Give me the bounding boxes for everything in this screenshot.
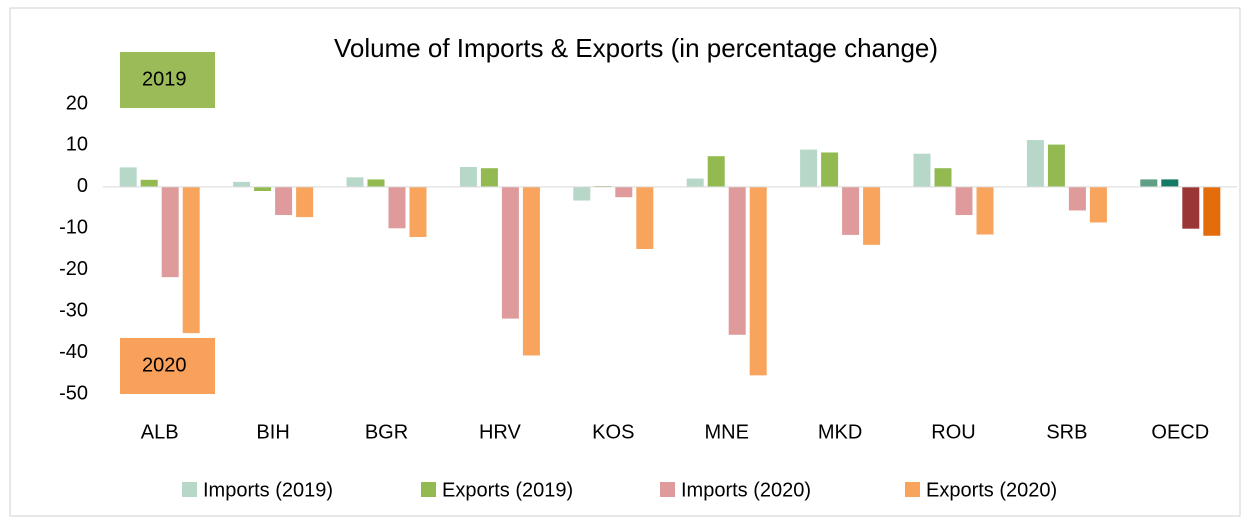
bar bbox=[934, 168, 952, 187]
legend-swatch bbox=[182, 482, 197, 497]
legend-label: Imports (2019) bbox=[203, 479, 333, 501]
legend-swatch bbox=[905, 482, 920, 497]
bar bbox=[728, 186, 746, 335]
bar bbox=[842, 186, 860, 235]
legend-swatch bbox=[660, 482, 675, 497]
bar bbox=[388, 186, 406, 229]
y-tick-label: -30 bbox=[59, 299, 88, 321]
x-tick-label: MKD bbox=[818, 421, 862, 443]
bar bbox=[686, 178, 704, 187]
y-tick-label: -50 bbox=[59, 382, 88, 404]
bar bbox=[615, 186, 633, 198]
x-tick-label: SRB bbox=[1046, 421, 1087, 443]
bar bbox=[119, 167, 137, 187]
bar bbox=[182, 186, 200, 334]
x-tick-label: ROU bbox=[931, 421, 975, 443]
y-tick-label: -40 bbox=[59, 341, 88, 363]
bar bbox=[346, 177, 364, 187]
bar bbox=[233, 181, 251, 187]
bar bbox=[1182, 186, 1200, 229]
bar bbox=[459, 166, 477, 187]
legend-swatch bbox=[421, 482, 436, 497]
bar bbox=[501, 186, 519, 319]
bar bbox=[800, 149, 818, 187]
bar bbox=[480, 168, 498, 187]
annotation-box bbox=[120, 338, 215, 394]
bar bbox=[1140, 179, 1158, 187]
bar bbox=[707, 156, 725, 187]
bar bbox=[976, 186, 994, 235]
bar bbox=[636, 186, 654, 249]
bar bbox=[913, 153, 931, 187]
bar bbox=[522, 186, 540, 356]
bar bbox=[254, 186, 272, 191]
bar bbox=[161, 186, 179, 278]
x-tick-label: HRV bbox=[479, 421, 522, 443]
bar bbox=[1203, 186, 1221, 236]
x-tick-label: KOS bbox=[592, 421, 634, 443]
x-tick-label: OECD bbox=[1151, 421, 1209, 443]
y-tick-label: 10 bbox=[66, 134, 88, 156]
y-tick-label: -20 bbox=[59, 258, 88, 280]
bar bbox=[1026, 140, 1044, 187]
annotation-box bbox=[120, 52, 215, 108]
bar bbox=[367, 179, 385, 187]
bar bbox=[821, 152, 839, 187]
bar bbox=[140, 179, 158, 187]
y-tick-label: 20 bbox=[66, 92, 88, 114]
x-tick-label: BIH bbox=[256, 421, 289, 443]
legend-label: Exports (2020) bbox=[926, 479, 1057, 501]
bar bbox=[1089, 186, 1107, 223]
annotation-text: 2019 bbox=[142, 68, 187, 90]
chart-title: Volume of Imports & Exports (in percenta… bbox=[334, 33, 938, 63]
x-tick-label: ALB bbox=[141, 421, 179, 443]
bar bbox=[749, 186, 767, 376]
bar bbox=[275, 186, 293, 216]
bar bbox=[955, 186, 973, 216]
x-tick-label: BGR bbox=[365, 421, 408, 443]
bar bbox=[1047, 144, 1065, 187]
bar bbox=[296, 186, 314, 218]
bar bbox=[863, 186, 881, 245]
y-tick-label: 0 bbox=[77, 175, 88, 197]
bar bbox=[1161, 179, 1179, 187]
bar bbox=[1068, 186, 1086, 211]
y-tick-label: -10 bbox=[59, 217, 88, 239]
legend-label: Imports (2020) bbox=[681, 479, 811, 501]
x-tick-label: MNE bbox=[704, 421, 748, 443]
bar bbox=[573, 186, 591, 201]
annotation-text: 2020 bbox=[142, 354, 187, 376]
legend-label: Exports (2019) bbox=[442, 479, 573, 501]
bar bbox=[409, 186, 427, 237]
